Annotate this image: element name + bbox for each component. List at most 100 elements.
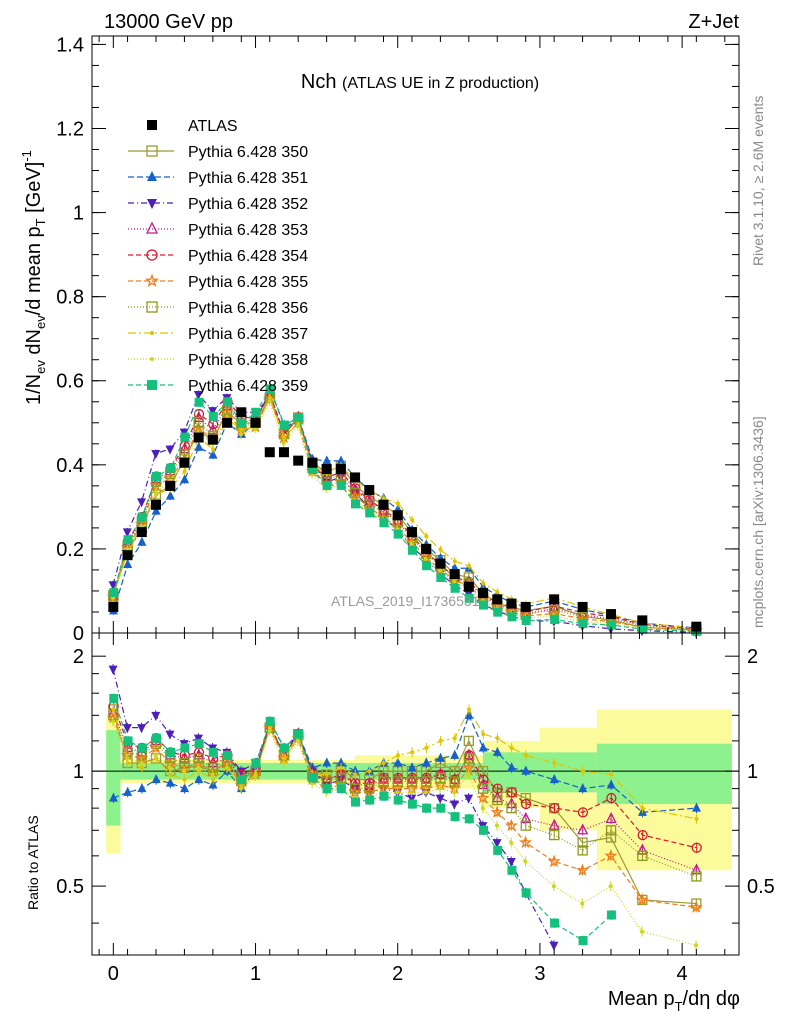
data-point	[578, 783, 588, 793]
data-point	[307, 457, 318, 468]
data-point	[123, 786, 133, 796]
data-point	[378, 776, 389, 787]
data-point	[521, 615, 531, 625]
data-point	[165, 480, 176, 491]
data-point	[549, 594, 560, 605]
data-point	[207, 434, 218, 445]
legend-label: ATLAS	[188, 118, 238, 135]
data-point	[208, 411, 218, 421]
data-point	[637, 850, 648, 862]
data-point	[265, 384, 275, 394]
data-point	[165, 777, 175, 787]
data-point	[151, 505, 161, 515]
y-tick-label: 0.2	[56, 539, 84, 561]
data-point	[381, 761, 386, 766]
data-point	[253, 774, 258, 779]
data-point	[193, 416, 204, 428]
data-point	[609, 772, 614, 777]
rivet-label: Rivet 3.1.10, ≥ 2.6M events	[750, 96, 766, 266]
data-point	[151, 449, 161, 459]
data-point	[253, 427, 258, 432]
data-point	[265, 716, 275, 726]
ratio-series-line	[113, 698, 612, 942]
data-point	[137, 512, 147, 522]
data-point	[395, 501, 400, 506]
data-point	[494, 823, 499, 828]
data-point	[449, 800, 459, 810]
data-point	[335, 464, 346, 475]
data-point	[211, 447, 216, 452]
data-point	[336, 480, 346, 490]
data-point	[151, 472, 161, 482]
data-point	[224, 765, 229, 770]
data-point	[409, 790, 414, 795]
data-point	[395, 753, 400, 758]
data-point	[109, 693, 119, 703]
data-point	[146, 301, 158, 313]
data-point	[211, 777, 216, 782]
data-point	[421, 757, 431, 767]
data-point	[150, 331, 154, 335]
data-point	[193, 734, 203, 744]
data-point	[295, 738, 300, 743]
data-point	[336, 455, 346, 465]
data-point	[196, 765, 201, 770]
analysis-watermark: ATLAS_2019_I1736531	[331, 593, 480, 609]
data-point	[520, 820, 531, 831]
data-point	[406, 776, 418, 787]
data-point	[435, 794, 445, 804]
legend-item: Pythia 6.428 356	[128, 300, 308, 317]
data-point	[549, 829, 560, 841]
data-point	[424, 534, 429, 539]
data-point	[123, 736, 133, 746]
data-point	[421, 776, 432, 787]
data-point	[108, 665, 118, 675]
data-point	[480, 806, 485, 811]
y-tick-label: 0.8	[56, 287, 84, 309]
data-point	[236, 407, 247, 418]
data-point	[223, 397, 233, 407]
data-point	[509, 840, 514, 845]
data-point	[689, 900, 703, 913]
panel-frames	[91, 35, 740, 956]
data-point	[506, 787, 517, 798]
data-point	[322, 480, 332, 490]
legend-item: Pythia 6.428 359	[128, 378, 308, 395]
data-point	[478, 825, 488, 835]
series-atlas	[108, 407, 702, 632]
data-point	[194, 397, 204, 407]
ratio-y-tick-label-right: 0.5	[747, 876, 775, 898]
data-point	[146, 249, 158, 261]
data-point	[379, 791, 389, 801]
data-point	[691, 871, 702, 882]
data-point	[638, 624, 648, 634]
data-point	[353, 772, 358, 777]
x-tick-label: 4	[677, 963, 688, 985]
data-point	[606, 779, 616, 789]
data-point	[492, 594, 503, 605]
data-point	[640, 929, 645, 934]
series-pythia-6-428-359	[109, 384, 702, 636]
data-point	[123, 535, 133, 545]
data-point	[150, 499, 161, 510]
axis-ticks: 0 1 2 3 4 0 0.2 0.4 0.6 0.8 1 1.2 1.4 0.5 0.5 1 1 2 2	[56, 34, 775, 985]
data-point	[506, 598, 517, 609]
data-point	[237, 775, 247, 785]
data-point	[436, 803, 446, 813]
data-point	[450, 812, 460, 822]
y-tick-label: 0.4	[56, 455, 84, 477]
data-point	[180, 432, 190, 442]
data-point	[576, 863, 590, 876]
data-point	[423, 790, 428, 795]
data-point	[422, 803, 432, 813]
data-point	[282, 435, 287, 440]
data-point	[464, 814, 474, 824]
data-point	[577, 601, 588, 612]
data-point	[125, 756, 130, 761]
ratio-series-line	[113, 713, 697, 813]
data-point	[492, 794, 503, 806]
data-point	[506, 857, 516, 867]
ratio-series-pythia-6-428-359	[109, 693, 616, 946]
data-point	[409, 542, 414, 547]
data-point	[493, 845, 503, 855]
